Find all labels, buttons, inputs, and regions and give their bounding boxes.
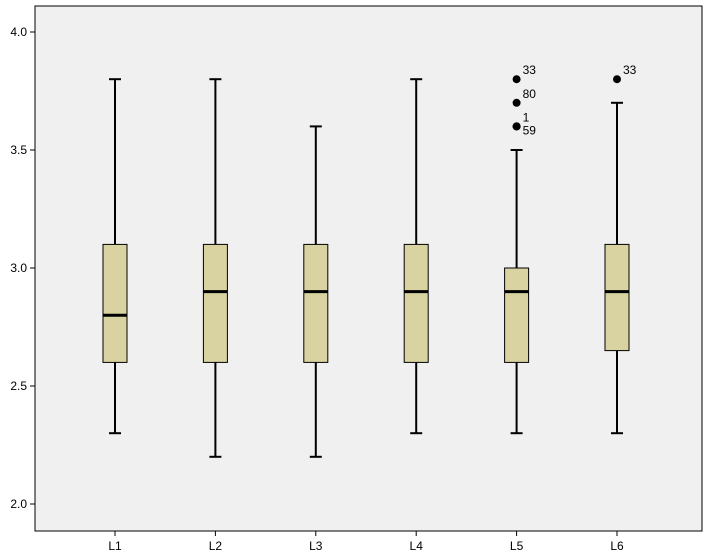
- y-tick-label: 3.5: [10, 143, 27, 157]
- box-iqr: [202, 243, 228, 363]
- x-tick-label: L6: [610, 539, 624, 553]
- y-axis: 2.0 2.5 3.0 3.5 4.0: [10, 25, 35, 511]
- box-group-L6: 33: [604, 63, 637, 435]
- outlier-point: [512, 98, 521, 107]
- outlier-point: [613, 75, 621, 84]
- box-series: 33 80 159 33: [102, 63, 637, 458]
- y-tick-label: 2.5: [10, 379, 27, 393]
- x-axis: L1 L2 L3 L4 L5 L6: [108, 531, 624, 553]
- box-group-L1: [102, 78, 128, 435]
- box-iqr: [604, 243, 630, 352]
- outlier-point: [512, 75, 521, 84]
- x-tick-label: L4: [410, 539, 424, 553]
- x-tick-label: L2: [209, 539, 223, 553]
- box-iqr: [403, 243, 429, 363]
- box-group-L4: [403, 78, 429, 435]
- box-group-L2: [202, 78, 228, 458]
- box-iqr: [303, 243, 329, 363]
- y-tick-label: 3.0: [10, 261, 27, 275]
- outlier-label: 33: [623, 63, 637, 77]
- box-group-L3: [303, 125, 329, 458]
- box-group-L5: 33 80 159: [504, 63, 537, 435]
- box-iqr: [504, 267, 530, 363]
- outlier-label: 33: [523, 63, 537, 77]
- outlier-point: [512, 122, 521, 131]
- x-tick-label: L5: [510, 539, 524, 553]
- x-tick-label: L3: [309, 539, 323, 553]
- box-iqr: [102, 243, 128, 363]
- outlier-label: 59: [523, 123, 537, 137]
- outlier-label: 1: [523, 110, 530, 124]
- x-tick-label: L1: [108, 539, 122, 553]
- y-tick-label: 2.0: [10, 497, 27, 511]
- plot-area: [34, 5, 703, 532]
- y-tick-label: 4.0: [10, 25, 27, 39]
- outlier-label: 80: [523, 87, 537, 101]
